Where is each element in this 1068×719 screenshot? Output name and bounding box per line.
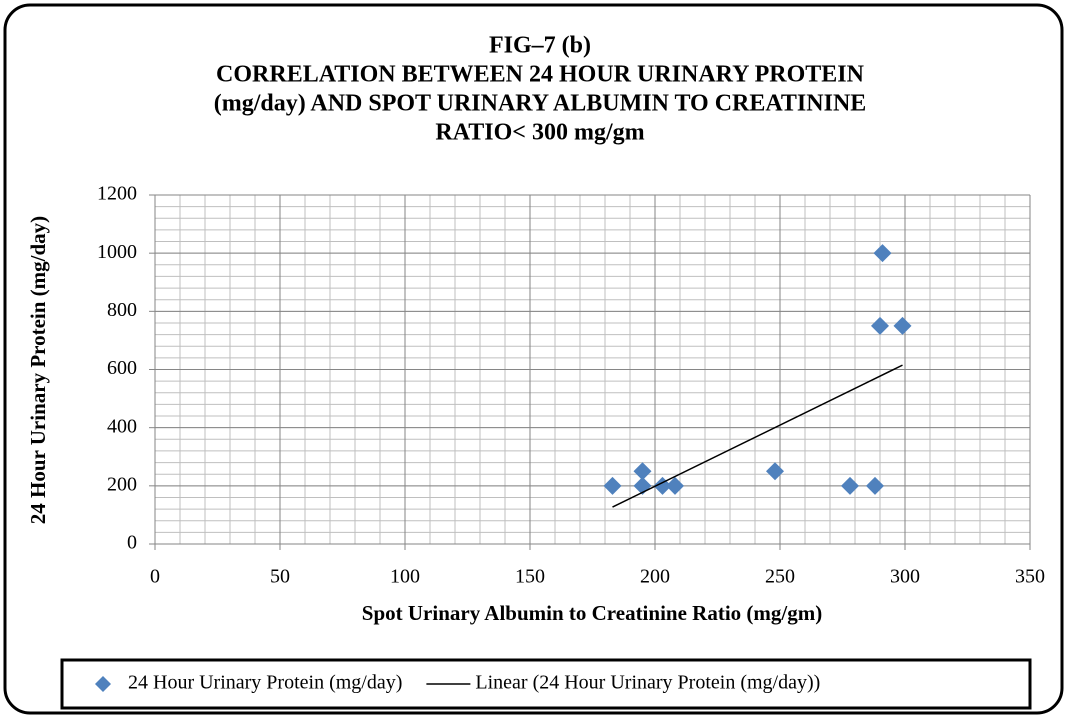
point: [633, 462, 652, 481]
x-tick-label: 200: [640, 566, 670, 588]
point: [666, 476, 684, 495]
point: [871, 316, 889, 335]
x-axis-label: Spot Urinary Albumin to Creatinine Ratio…: [362, 601, 822, 625]
x-tick-label: 350: [1015, 566, 1045, 588]
x-tick-label: 0: [150, 566, 160, 588]
point: [766, 462, 784, 481]
y-tick-label: 200: [107, 473, 137, 495]
point: [866, 476, 884, 495]
x-tick-label: 250: [765, 566, 795, 588]
point: [603, 476, 622, 495]
y-tick-label: 400: [107, 415, 137, 437]
chart-title: CORRELATION BETWEEN 24 HOUR URINARY PROT…: [216, 62, 865, 88]
x-tick-label: 50: [270, 566, 290, 588]
legend-swatch: [95, 676, 111, 692]
x-tick-label: 100: [390, 566, 420, 588]
y-tick-label: 800: [107, 299, 137, 321]
legend: [60, 658, 1032, 710]
legend-label: 24 Hour Urinary Protein (mg/day): [128, 672, 402, 694]
point: [893, 316, 912, 335]
trend-line: [612, 364, 903, 508]
chart-title: (mg/day) AND SPOT URINARY ALBUMIN TO CRE…: [214, 91, 867, 117]
chart-border: [3, 3, 1064, 715]
point: [841, 476, 859, 495]
y-axis-label: 24 Hour Urinary Protein (mg/day): [26, 216, 50, 524]
x-tick-label: 150: [515, 566, 545, 588]
legend-label: Linear (24 Hour Urinary Protein (mg/day)…: [475, 672, 820, 694]
y-tick-label: 600: [107, 357, 137, 379]
chart-title: FIG–7 (b): [489, 33, 591, 59]
y-tick-label: 1200: [97, 183, 137, 205]
y-tick-label: 1000: [97, 241, 137, 263]
point: [653, 476, 672, 495]
y-tick-label: 0: [127, 532, 137, 554]
chart-title: RATIO< 300 mg/gm: [435, 120, 644, 146]
x-tick-label: 300: [890, 566, 920, 588]
point: [873, 244, 892, 263]
